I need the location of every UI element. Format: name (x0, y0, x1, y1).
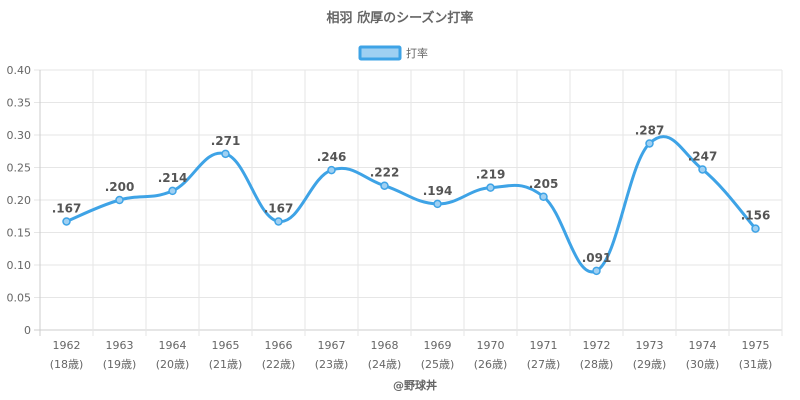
data-labels: .167 .200 .214 .271 .167 .246 .222 .194 .219 .205… (52, 123, 771, 264)
x-tick-label: 1974 (689, 339, 717, 352)
y-tick-label: 0.30 (7, 129, 32, 142)
data-label-1966: .167 (264, 201, 294, 215)
data-label-1970: .219 (476, 168, 506, 182)
data-point-1974[interactable] (698, 165, 707, 174)
x-tick-label: 1970 (477, 339, 505, 352)
x-tick-label: 1964 (159, 339, 187, 352)
data-point-1962[interactable] (62, 217, 71, 226)
data-label-1963: .200 (105, 180, 135, 194)
data-point-1975[interactable] (751, 224, 760, 233)
data-label-1974: .247 (688, 149, 718, 163)
x-tick-sublabel: (18歳) (50, 358, 84, 371)
legend-label: 打率 (406, 46, 428, 60)
legend-swatch (358, 45, 402, 61)
x-tick-sublabel: (24歳) (368, 358, 402, 371)
y-tick-label: 0.40 (7, 64, 32, 77)
x-tick-label: 1973 (636, 339, 664, 352)
y-axis: 0 0.05 0.10 0.15 0.20 0.25 0.30 0.35 0.40 (7, 64, 32, 337)
x-tick-label: 1967 (318, 339, 346, 352)
data-label-1968: .222 (370, 166, 400, 180)
data-point-1972[interactable] (592, 266, 601, 276)
data-label-1964: .214 (158, 171, 188, 185)
data-point-1970[interactable] (486, 183, 495, 192)
data-point-1971[interactable] (539, 192, 548, 201)
x-tick-sublabel: (20歳) (156, 358, 190, 371)
data-point-1969[interactable] (433, 199, 442, 209)
data-point-1966[interactable] (274, 217, 283, 226)
data-point-1973[interactable] (645, 139, 654, 148)
data-point-1964[interactable] (168, 186, 177, 196)
x-tick-sublabel: (27歳) (527, 358, 561, 371)
data-point-1968[interactable] (380, 181, 389, 190)
data-label-1962: .167 (52, 201, 82, 215)
x-tick-label: 1962 (53, 339, 81, 352)
x-tick-sublabel: (21歳) (209, 358, 243, 371)
x-tick-sublabel: (26歳) (474, 358, 508, 371)
data-label-1975: .156 (741, 209, 771, 223)
y-tick-label: 0.20 (7, 194, 32, 207)
x-tick-sublabel: (28歳) (580, 358, 614, 371)
chart-title: 相羽 欣厚のシーズン打率 (327, 10, 474, 26)
x-tick-label: 1972 (583, 339, 611, 352)
data-point-1965[interactable] (221, 149, 230, 159)
x-tick-label: 1975 (742, 339, 770, 352)
x-tick-label: 1966 (265, 339, 293, 352)
x-tick-label: 1963 (106, 339, 134, 352)
x-tick-sublabel: (22歳) (262, 358, 296, 371)
y-tick-label: 0.15 (7, 227, 32, 240)
y-tick-label: 0.35 (7, 97, 32, 110)
data-point-1963[interactable] (115, 195, 124, 205)
gridlines (34, 69, 783, 336)
data-label-1973: .287 (635, 123, 665, 137)
data-label-1967: .246 (317, 150, 347, 164)
x-tick-label: 1965 (212, 339, 240, 352)
series-batting-average (62, 135, 760, 276)
data-label-1972: .091 (582, 251, 612, 265)
x-tick-sublabel: (30歳) (686, 358, 720, 371)
y-tick-label: 0.25 (7, 162, 32, 175)
y-tick-label: 0.05 (7, 292, 32, 305)
legend[interactable]: 打率 (358, 45, 428, 61)
x-tick-sublabel: (23歳) (315, 358, 349, 371)
footer-credit: @野球丼 (393, 378, 437, 392)
data-label-1965: .271 (211, 134, 241, 148)
x-tick-label: 1971 (530, 339, 558, 352)
data-point-1967[interactable] (327, 165, 336, 175)
x-axis: 1962 (18歳) 1963 (19歳) 1964 (20歳) 1965 (21歳) 1966… (50, 339, 773, 371)
x-tick-sublabel: (29歳) (633, 358, 667, 371)
x-tick-label: 1968 (371, 339, 399, 352)
x-tick-sublabel: (31歳) (739, 358, 773, 371)
data-label-1969: .194 (423, 184, 453, 198)
x-tick-sublabel: (19歳) (103, 358, 137, 371)
x-tick-label: 1969 (424, 339, 452, 352)
data-label-1971: .205 (529, 177, 559, 191)
y-tick-label: 0 (24, 324, 31, 337)
y-tick-label: 0.10 (7, 259, 32, 272)
x-tick-sublabel: (25歳) (421, 358, 455, 371)
